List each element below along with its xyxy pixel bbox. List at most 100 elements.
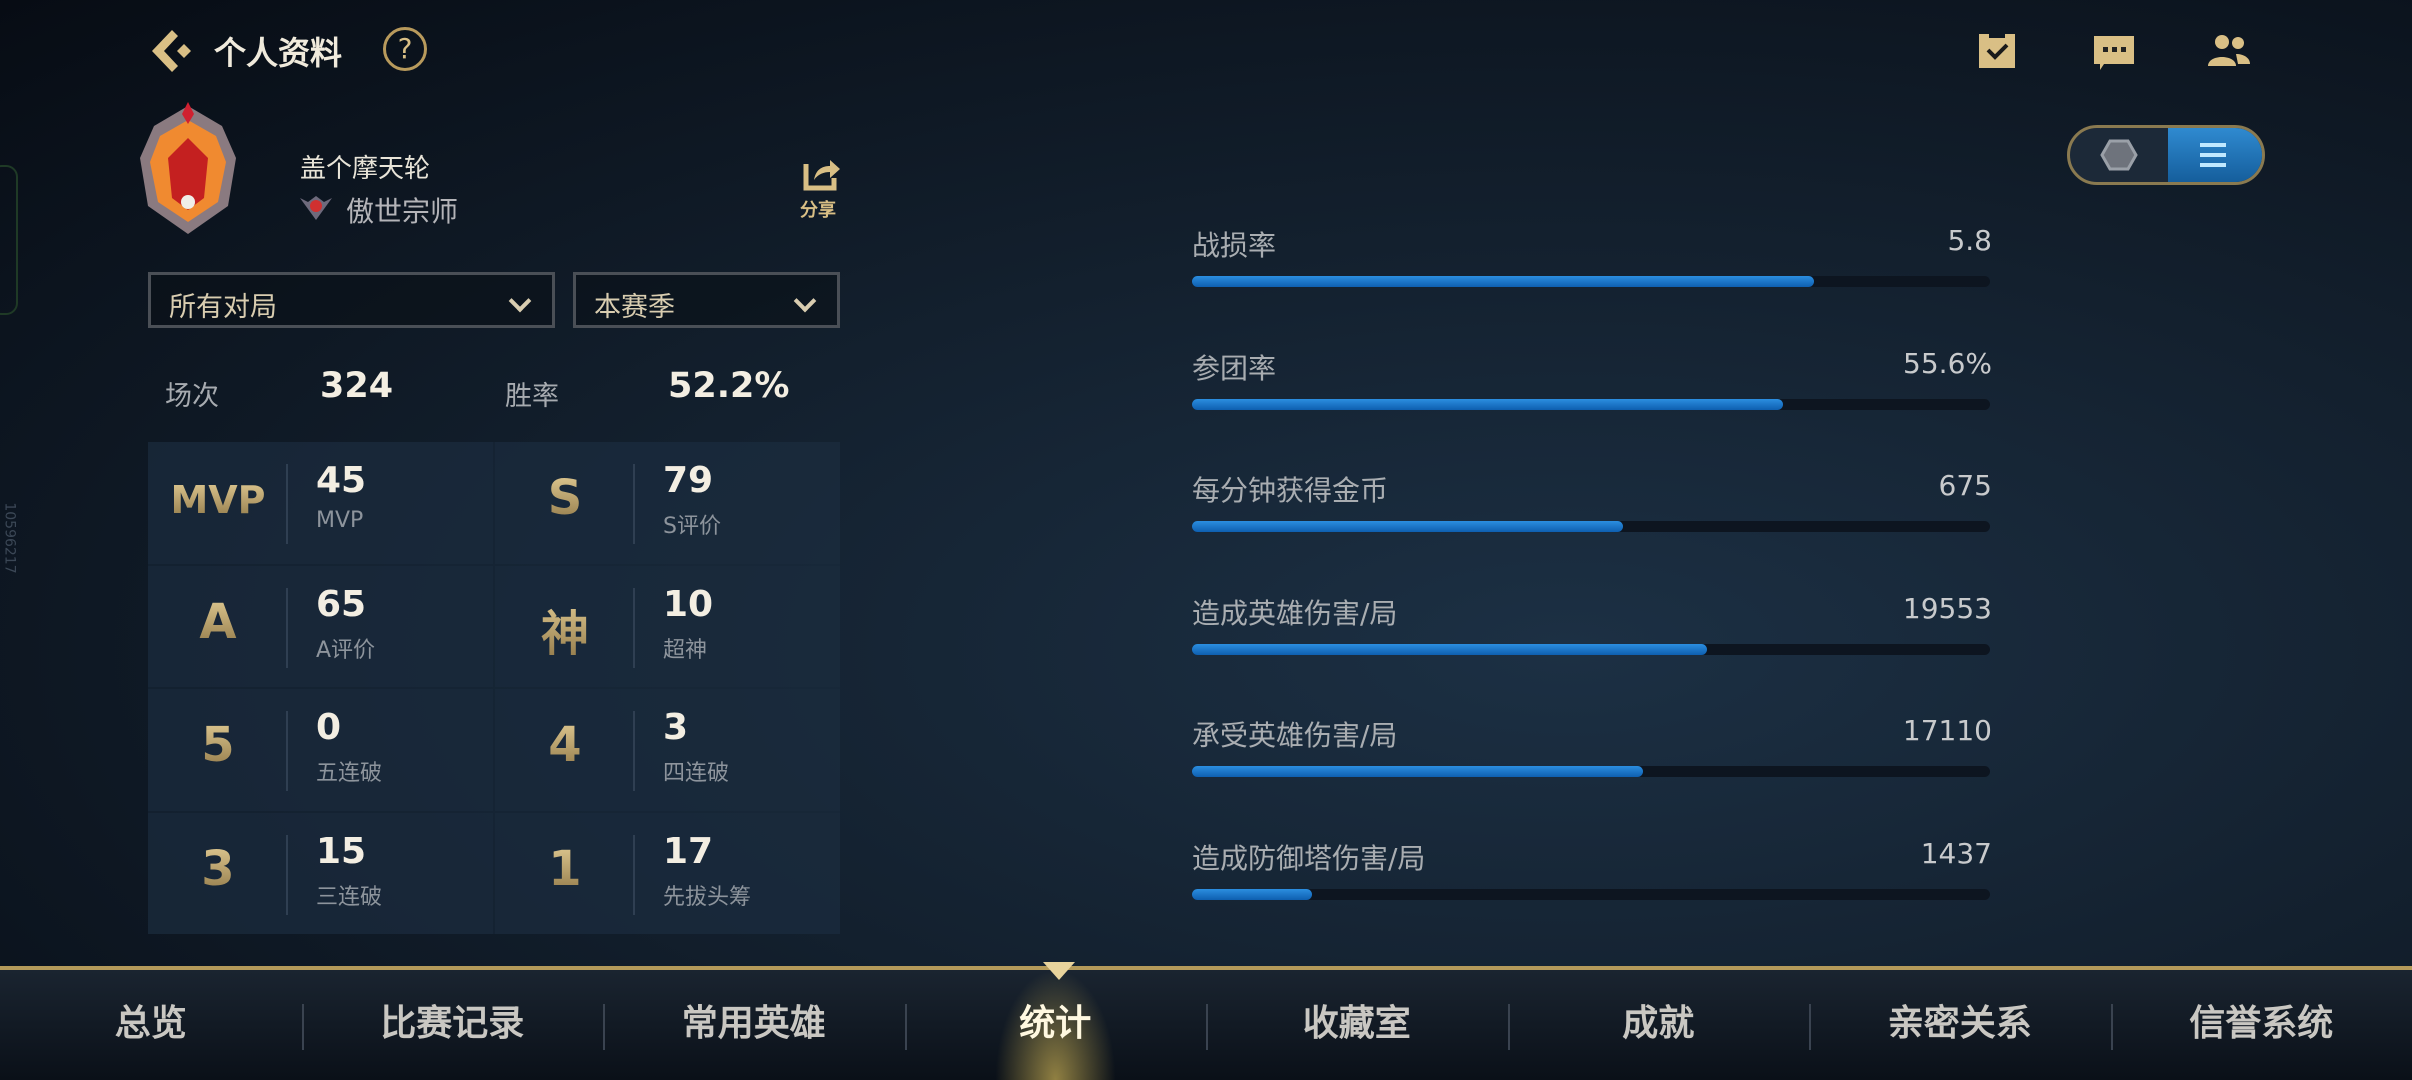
grid-cell-triple: 3 15 三连破 [148, 812, 493, 934]
stat-value: 55.6% [1903, 346, 1992, 380]
page-title: 个人资料 [214, 34, 343, 72]
share-label[interactable]: 分享 [800, 200, 836, 221]
stat-label: 每分钟获得金币 [1192, 474, 1389, 507]
first-blood-icon: 1 [495, 841, 635, 897]
nav-tab[interactable]: 常用英雄 [681, 1003, 826, 1044]
label: 超神 [663, 637, 708, 663]
nav-divider [301, 1004, 304, 1050]
stat-bar-track [1192, 888, 1990, 900]
stat-bar-fill [1192, 398, 1783, 410]
stat-label: 参团率 [1192, 351, 1277, 385]
grid-cell-first-blood: 1 17 先拔头筹 [495, 812, 840, 934]
chevron-down-icon [508, 289, 532, 313]
view-toggle[interactable] [2067, 125, 2265, 185]
nav-tab[interactable]: 亲密关系 [1887, 1003, 2032, 1044]
stat-label: 承受英雄伤害/局 [1192, 719, 1398, 752]
stat-row: 承受英雄伤害/局 17110 [1192, 714, 1992, 814]
hexagon-icon [2100, 139, 2138, 171]
nav-tab[interactable]: 比赛记录 [380, 1003, 525, 1044]
count: 10 [663, 583, 714, 625]
friends-icon[interactable] [2206, 28, 2250, 72]
nav-divider [603, 1004, 605, 1050]
achievement-grid: MVP 45 MVP S 79 S评价 A 65 A评价 神 10 超神 5 0 五连破 4 3 四连破… [148, 442, 840, 934]
side-handle [0, 165, 18, 315]
label: 五连破 [316, 761, 383, 786]
count: 3 [663, 707, 689, 748]
season-value: 本赛季 [594, 292, 675, 323]
winrate-value: 52.2% [668, 366, 790, 406]
nav-tab[interactable]: 信誉系统 [2189, 1003, 2334, 1044]
stat-value: 675 [1938, 469, 1992, 502]
godlike-icon: 神 [495, 594, 635, 664]
mvp-icon: MVP [148, 478, 288, 522]
triple-kill-icon: 3 [148, 841, 288, 897]
player-name: 盖个摩天轮 [300, 154, 431, 184]
matches-value: 324 [320, 366, 394, 406]
stat-bar-track [1192, 521, 1990, 532]
label: 先拔头筹 [663, 884, 752, 910]
stat-bar-track [1192, 643, 1990, 655]
list-view-button[interactable] [2168, 128, 2262, 182]
grid-cell-a: A 65 A评价 [148, 565, 493, 687]
stat-bar-track [1192, 766, 1990, 777]
nav-tab[interactable]: 收藏室 [1302, 1003, 1411, 1044]
avatar[interactable] [132, 98, 244, 238]
stat-bar-fill [1192, 643, 1707, 655]
stat-value: 19553 [1902, 591, 1992, 625]
nav-divider [1507, 1004, 1510, 1050]
rank-badge-icon [300, 196, 332, 220]
stat-value: 17110 [1902, 714, 1992, 747]
stat-row: 战损率 5.8 [1192, 224, 1992, 324]
nav-tab[interactable]: 总览 [114, 1003, 187, 1044]
grid-cell-godlike: 神 10 超神 [495, 565, 840, 687]
matches-label: 场次 [165, 381, 219, 412]
label: A评价 [316, 637, 376, 663]
stat-label: 造成防御塔伤害/局 [1192, 841, 1426, 875]
winrate-label: 胜率 [505, 381, 559, 412]
grid-cell-mvp: MVP 45 MVP [148, 442, 493, 564]
s-rating-icon: S [495, 470, 635, 526]
stat-bar-fill [1192, 276, 1815, 287]
nav-tab[interactable]: 成就 [1622, 1003, 1695, 1044]
share-icon[interactable] [800, 152, 842, 194]
stat-bar-fill [1192, 521, 1623, 532]
stat-row: 造成防御塔伤害/局 1437 [1192, 837, 1992, 937]
stat-row: 造成英雄伤害/局 19553 [1192, 592, 1992, 692]
stat-bar-fill [1192, 766, 1643, 777]
count: 0 [316, 707, 342, 748]
stat-row: 每分钟获得金币 675 [1192, 469, 1992, 569]
stat-row: 参团率 55.6% [1192, 347, 1992, 447]
penta-kill-icon: 5 [148, 717, 288, 773]
label: S评价 [663, 514, 721, 539]
chat-icon[interactable] [2092, 28, 2136, 72]
rank-title: 傲世宗师 [346, 195, 459, 228]
stat-label: 造成英雄伤害/局 [1192, 596, 1398, 630]
watermark: 10596217 [1, 502, 18, 574]
nav-tab[interactable]: 统计 [904, 970, 1206, 1080]
count: 65 [316, 583, 367, 625]
selected-tab-indicator [1043, 962, 1075, 980]
chevron-down-icon [793, 289, 817, 313]
count: 15 [316, 830, 367, 872]
label: 四连破 [663, 761, 730, 786]
stat-bar-fill [1192, 888, 1312, 900]
label: 三连破 [316, 884, 383, 910]
stat-bar-track [1192, 398, 1990, 410]
grid-cell-s: S 79 S评价 [495, 442, 840, 564]
help-icon[interactable]: ? [383, 27, 427, 71]
mode-dropdown[interactable]: 所有对局 [148, 272, 555, 328]
bottom-nav: 总览 比赛记录 常用英雄 统计 收藏室 成就 亲密关系 信誉系统 [0, 966, 2412, 1080]
nav-divider [2110, 1004, 2113, 1050]
season-dropdown[interactable]: 本赛季 [573, 272, 840, 328]
a-rating-icon: A [148, 594, 288, 650]
label: MVP [316, 508, 364, 533]
back-icon[interactable] [146, 28, 198, 74]
task-clipboard-icon[interactable] [1975, 28, 2019, 72]
mode-value: 所有对局 [169, 292, 277, 323]
hexagon-view-button[interactable] [2070, 128, 2168, 182]
count: 79 [663, 460, 714, 501]
list-icon [2200, 143, 2226, 167]
stat-bar-track [1192, 276, 1990, 287]
stat-value: 5.8 [1947, 224, 1992, 257]
grid-cell-quadra: 4 3 四连破 [495, 689, 840, 811]
